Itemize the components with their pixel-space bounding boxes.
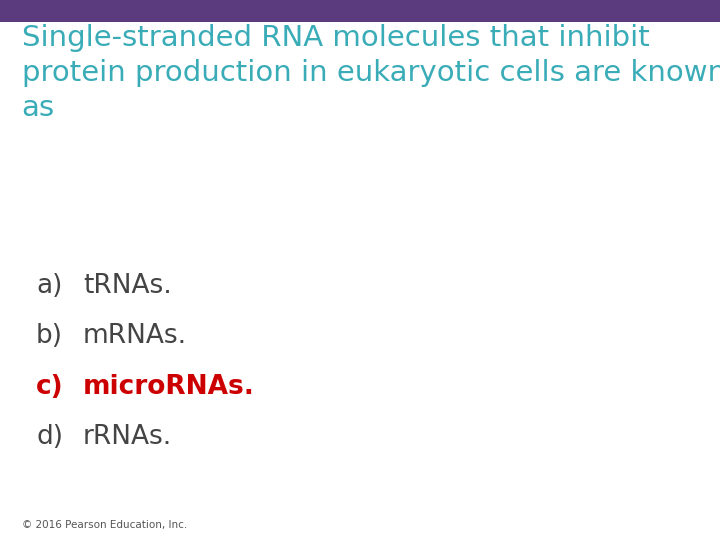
Text: d): d) [36,424,63,450]
Text: a): a) [36,273,63,299]
FancyBboxPatch shape [0,0,720,22]
Text: microRNAs.: microRNAs. [83,374,255,400]
Text: Single-stranded RNA molecules that inhibit
protein production in eukaryotic cell: Single-stranded RNA molecules that inhib… [22,24,720,122]
Text: mRNAs.: mRNAs. [83,323,187,349]
Text: c): c) [36,374,63,400]
Text: tRNAs.: tRNAs. [83,273,171,299]
Text: rRNAs.: rRNAs. [83,424,172,450]
Text: b): b) [36,323,63,349]
Text: © 2016 Pearson Education, Inc.: © 2016 Pearson Education, Inc. [22,520,187,530]
